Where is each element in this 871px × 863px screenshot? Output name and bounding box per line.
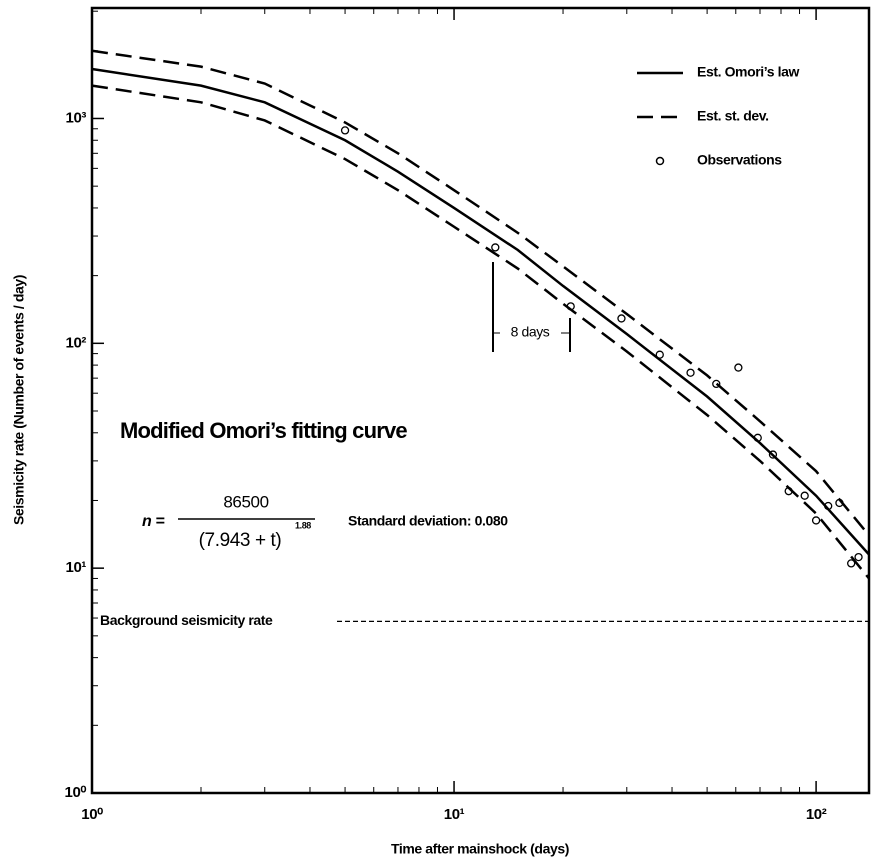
background-label: Background seismicity rate: [100, 612, 273, 628]
y-axis-label: Seismicity rate (Number of events / day): [11, 275, 27, 525]
legend-label: Est. Omori’s law: [697, 64, 800, 80]
equation-exponent: 1.88: [295, 520, 311, 530]
stdev-line: [91, 84, 870, 580]
observation: [784, 487, 793, 496]
x-tick-label: 10²: [806, 806, 827, 823]
y-tick-label: 10⁰: [65, 784, 87, 801]
equation-numerator: 86500: [223, 492, 268, 511]
x-axis-label: Time after mainshock (days): [391, 841, 569, 857]
observation: [768, 450, 778, 459]
interval-bracket: [492, 262, 571, 352]
std-label: Standard deviation: 0.080: [348, 513, 508, 529]
y-tick-label: 10¹: [66, 559, 87, 576]
x-tick-label: 10¹: [444, 806, 465, 823]
y-tick-label: 10²: [66, 334, 87, 351]
observation: [835, 498, 844, 508]
observation: [753, 433, 762, 442]
legend-swatch: [655, 156, 665, 166]
interval-label: 8 days: [511, 324, 550, 340]
observation: [686, 368, 695, 377]
observation: [734, 363, 743, 372]
fit-line: [91, 67, 870, 556]
observation: [617, 314, 626, 323]
legend-label: Est. st. dev.: [697, 108, 769, 124]
observation: [655, 350, 664, 359]
observation: [824, 501, 833, 511]
observation: [340, 126, 350, 135]
observation: [800, 491, 809, 500]
equation-lhs: n =: [142, 513, 164, 530]
chart-title: Modified Omori’s fitting curve: [120, 418, 407, 443]
observation: [712, 379, 721, 389]
observation: [847, 559, 856, 568]
legend-label: Observations: [697, 152, 782, 168]
observation: [491, 243, 500, 252]
stdev-line: [91, 49, 870, 537]
observation: [854, 552, 863, 562]
equation-denominator: (7.943 + t): [199, 530, 282, 551]
x-tick-label: 10⁰: [81, 806, 103, 823]
y-tick-label: 10³: [66, 109, 87, 126]
plot-frame: [90, 6, 871, 795]
observation: [811, 516, 821, 525]
observation: [566, 302, 575, 311]
